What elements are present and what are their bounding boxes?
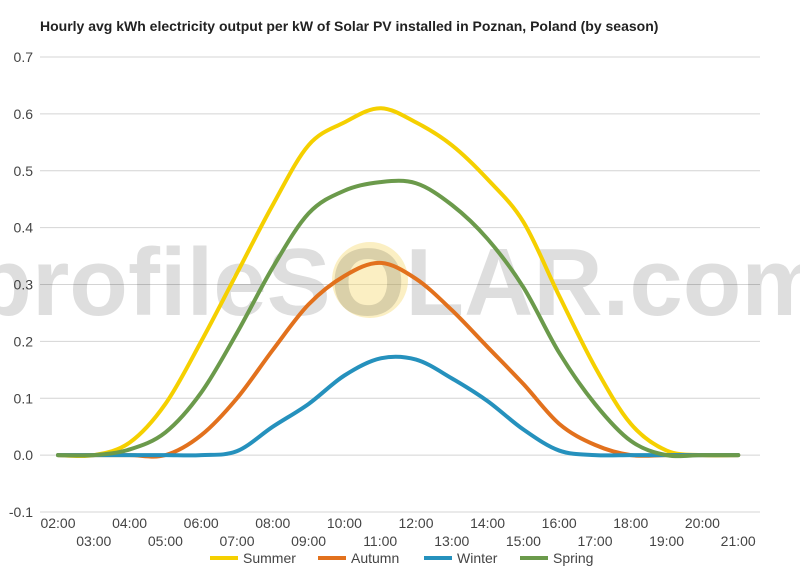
x-tick-label: 15:00 xyxy=(506,533,541,549)
legend-label: Spring xyxy=(553,550,593,566)
x-tick-label: 16:00 xyxy=(542,515,577,531)
x-tick-label: 04:00 xyxy=(112,515,147,531)
watermark: profileSOLAR.com xyxy=(0,229,800,336)
x-tick-label: 17:00 xyxy=(577,533,612,549)
series-lines xyxy=(56,106,741,459)
series-line-winter xyxy=(56,354,741,458)
x-tick-label: 12:00 xyxy=(398,515,433,531)
x-tick-label: 18:00 xyxy=(613,515,648,531)
legend-label: Autumn xyxy=(351,550,399,566)
y-tick-label: 0.5 xyxy=(14,163,34,179)
y-tick-label: -0.1 xyxy=(9,504,33,520)
watermark-text: profileSOLAR.com xyxy=(0,229,800,336)
x-tick-label: 02:00 xyxy=(40,515,75,531)
y-tick-label: 0.2 xyxy=(14,333,34,349)
x-tick-label: 21:00 xyxy=(721,533,756,549)
x-tick-label: 11:00 xyxy=(363,533,397,549)
y-tick-label: 0.4 xyxy=(14,220,34,236)
y-axis-ticks: -0.1 0.0 0.1 0.2 0.3 0.4 0.5 0.6 0.7 xyxy=(9,49,33,520)
x-tick-label: 09:00 xyxy=(291,533,326,549)
x-tick-label: 20:00 xyxy=(685,515,720,531)
x-tick-label: 08:00 xyxy=(255,515,290,531)
x-tick-label: 19:00 xyxy=(649,533,684,549)
y-tick-label: 0.7 xyxy=(14,49,34,65)
chart-title: Hourly avg kWh electricity output per kW… xyxy=(40,18,659,34)
y-tick-label: 0.6 xyxy=(14,106,34,122)
legend-label: Winter xyxy=(457,550,498,566)
y-tick-label: 0.0 xyxy=(14,447,34,463)
x-tick-label: 13:00 xyxy=(434,533,469,549)
grid-lines xyxy=(40,56,760,513)
x-axis-ticks: 02:0003:0004:0005:0006:0007:0008:0009:00… xyxy=(40,515,755,549)
x-tick-label: 03:00 xyxy=(76,533,111,549)
series-line-spring xyxy=(56,178,741,459)
series-line-summer xyxy=(56,106,741,459)
y-tick-label: 0.1 xyxy=(14,390,34,406)
x-tick-label: 06:00 xyxy=(184,515,219,531)
sun-logo-icon xyxy=(332,242,408,318)
x-tick-label: 10:00 xyxy=(327,515,362,531)
x-tick-label: 14:00 xyxy=(470,515,505,531)
legend-label: Summer xyxy=(243,550,296,566)
legend: Summer Autumn Winter Spring xyxy=(210,550,593,566)
x-tick-label: 05:00 xyxy=(148,533,183,549)
x-tick-label: 07:00 xyxy=(219,533,254,549)
y-tick-label: 0.3 xyxy=(14,277,34,293)
